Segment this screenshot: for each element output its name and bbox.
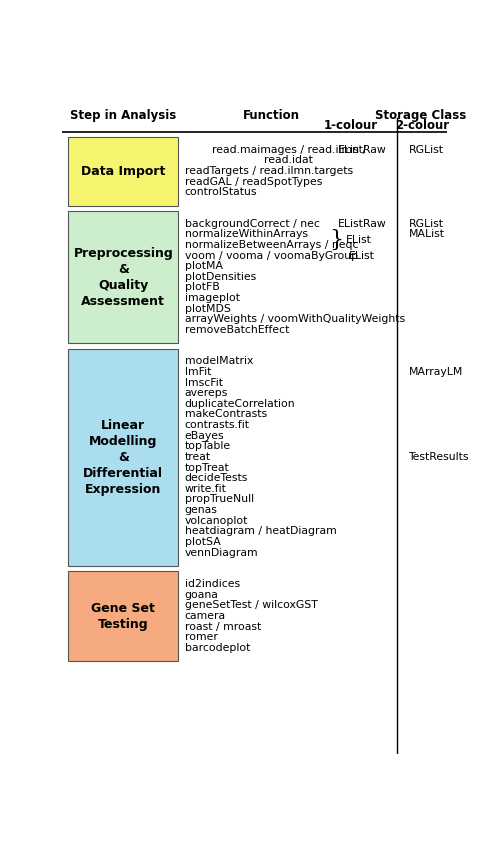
Text: RGList: RGList xyxy=(409,219,443,229)
Text: id2indices: id2indices xyxy=(184,579,240,589)
Text: duplicateCorrelation: duplicateCorrelation xyxy=(184,399,295,409)
Text: romer: romer xyxy=(184,632,218,642)
Text: makeContrasts: makeContrasts xyxy=(184,409,267,419)
Text: RGList: RGList xyxy=(409,145,443,155)
Text: contrasts.fit: contrasts.fit xyxy=(184,420,249,430)
Text: genas: genas xyxy=(184,505,218,515)
FancyBboxPatch shape xyxy=(68,572,178,662)
Text: Step in Analysis: Step in Analysis xyxy=(70,108,176,122)
Text: 2-colour: 2-colour xyxy=(396,119,450,132)
Text: volcanoplot: volcanoplot xyxy=(184,516,248,526)
Text: }: } xyxy=(330,229,343,251)
Text: propTrueNull: propTrueNull xyxy=(184,495,253,505)
Text: treat: treat xyxy=(184,452,211,462)
Text: normalizeBetweenArrays / neqc: normalizeBetweenArrays / neqc xyxy=(184,240,358,250)
Text: avereps: avereps xyxy=(184,388,228,398)
FancyBboxPatch shape xyxy=(68,349,178,566)
Text: geneSetTest / wilcoxGST: geneSetTest / wilcoxGST xyxy=(184,601,317,611)
Text: Linear
Modelling
&
Differential
Expression: Linear Modelling & Differential Expressi… xyxy=(83,418,164,495)
Text: controlStatus: controlStatus xyxy=(184,187,257,197)
Text: roast / mroast: roast / mroast xyxy=(184,622,261,632)
Text: read.maimages / read.ilmn /: read.maimages / read.ilmn / xyxy=(212,145,366,155)
Text: Storage Class: Storage Class xyxy=(375,108,466,122)
Text: readTargets / read.ilmn.targets: readTargets / read.ilmn.targets xyxy=(184,166,353,176)
Text: readGAL / readSpotTypes: readGAL / readSpotTypes xyxy=(184,177,322,186)
Text: goana: goana xyxy=(184,590,219,600)
Text: plotSA: plotSA xyxy=(184,537,220,547)
Text: decideTests: decideTests xyxy=(184,473,248,484)
Text: Function: Function xyxy=(243,108,300,122)
Text: arrayWeights / voomWithQualityWeights: arrayWeights / voomWithQualityWeights xyxy=(184,314,405,324)
Text: plotDensities: plotDensities xyxy=(184,272,256,282)
FancyBboxPatch shape xyxy=(68,211,178,343)
Text: plotMDS: plotMDS xyxy=(184,304,231,313)
Text: Data Import: Data Import xyxy=(81,165,166,178)
Text: read.idat: read.idat xyxy=(264,155,313,165)
Text: eBayes: eBayes xyxy=(184,431,224,440)
Text: Gene Set
Testing: Gene Set Testing xyxy=(91,601,155,631)
Text: imageplot: imageplot xyxy=(184,293,240,303)
Text: heatdiagram / heatDiagram: heatdiagram / heatDiagram xyxy=(184,526,336,536)
Text: plotMA: plotMA xyxy=(184,261,223,271)
Text: removeBatchEffect: removeBatchEffect xyxy=(184,325,289,335)
Text: MAList: MAList xyxy=(409,230,444,240)
Text: voom / vooma / voomaByGroup: voom / vooma / voomaByGroup xyxy=(184,251,358,261)
Text: EListRaw: EListRaw xyxy=(337,219,387,229)
Text: MArrayLM: MArrayLM xyxy=(409,367,463,377)
Text: write.fit: write.fit xyxy=(184,484,227,494)
Text: TestResults: TestResults xyxy=(409,452,469,462)
Text: EList: EList xyxy=(349,251,375,261)
FancyBboxPatch shape xyxy=(68,137,178,206)
Text: 1-colour: 1-colour xyxy=(324,119,378,132)
Text: modelMatrix: modelMatrix xyxy=(184,357,253,367)
Text: normalizeWithinArrays: normalizeWithinArrays xyxy=(184,230,308,240)
Text: camera: camera xyxy=(184,611,226,621)
Text: EListRaw: EListRaw xyxy=(337,145,387,155)
Text: vennDiagram: vennDiagram xyxy=(184,548,258,557)
Text: topTable: topTable xyxy=(184,441,231,451)
Text: Preprocessing
&
Quality
Assessment: Preprocessing & Quality Assessment xyxy=(74,246,173,307)
Text: topTreat: topTreat xyxy=(184,462,229,473)
Text: backgroundCorrect / nec: backgroundCorrect / nec xyxy=(184,219,320,229)
Text: barcodeplot: barcodeplot xyxy=(184,643,250,653)
Text: EList: EList xyxy=(346,235,372,245)
Text: lmscFit: lmscFit xyxy=(184,378,223,388)
Text: lmFit: lmFit xyxy=(184,367,211,377)
Text: plotFB: plotFB xyxy=(184,282,219,292)
